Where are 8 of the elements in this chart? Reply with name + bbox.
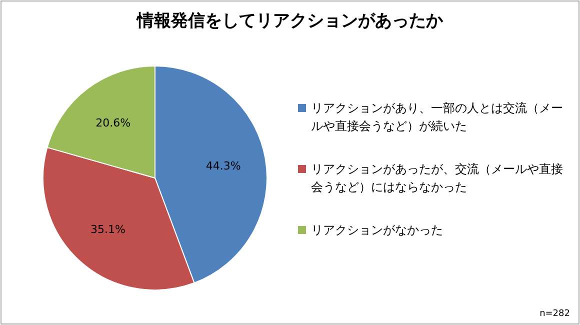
data-label: 35.1% <box>90 223 126 236</box>
data-label: 44.3% <box>206 160 241 173</box>
legend-label: リアクションがあったが、交流（メールや直接会うなど）にはならなかった <box>311 162 563 194</box>
text: n=282 <box>540 309 570 319</box>
legend-label: リアクションがなかった <box>311 223 443 237</box>
data-label: 20.6% <box>96 116 131 130</box>
chart-title: 情報発信をしてリアクションがあったか <box>136 11 444 31</box>
legend-label: リアクションがあり、一部の人とは交流（メールや直接会うなど）が続いた <box>311 101 563 133</box>
